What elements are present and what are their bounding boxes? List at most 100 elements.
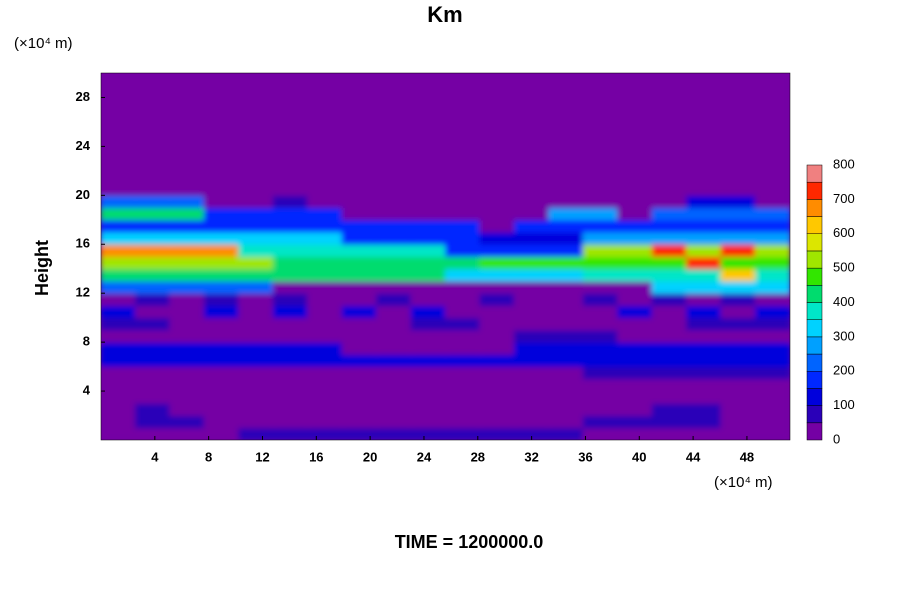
cell (548, 390, 584, 404)
cell (169, 84, 205, 98)
cell (582, 170, 619, 184)
cell (134, 170, 171, 184)
cell (686, 415, 722, 429)
cell (651, 402, 688, 417)
cell (479, 170, 515, 184)
cell (238, 390, 274, 404)
cell (272, 329, 309, 343)
cell (617, 243, 653, 257)
cell (307, 182, 343, 196)
cell (720, 243, 757, 257)
cell (410, 121, 446, 135)
cell (101, 317, 136, 331)
cell (341, 145, 378, 160)
cell (513, 84, 550, 98)
cell (134, 145, 171, 160)
cell (720, 194, 757, 209)
cell (169, 133, 205, 147)
cell (479, 145, 515, 160)
cell (445, 182, 481, 196)
cell (238, 280, 274, 294)
cell (376, 207, 412, 221)
cell (341, 353, 378, 368)
cell (445, 219, 481, 233)
x-tick-label: 4 (151, 449, 159, 464)
cell (307, 219, 343, 233)
cell (101, 304, 136, 319)
cell (617, 96, 653, 111)
cell (755, 304, 790, 319)
cell (686, 133, 722, 147)
cell (307, 170, 343, 184)
cell (307, 268, 343, 282)
cell (307, 194, 343, 209)
cell (479, 415, 515, 429)
cell (582, 96, 619, 111)
colorbar-band (806, 199, 823, 217)
cell (410, 133, 446, 147)
cell (548, 366, 584, 380)
cell (410, 366, 446, 380)
cell (376, 353, 412, 368)
cell (755, 390, 790, 404)
cell (479, 427, 515, 440)
cell (651, 84, 688, 98)
cell (341, 402, 378, 417)
x-tick-label: 28 (471, 449, 485, 464)
cell (238, 341, 274, 355)
cell (169, 292, 205, 306)
cell (617, 304, 653, 319)
cell (238, 366, 274, 380)
cell (755, 121, 790, 135)
cell (134, 304, 171, 319)
cell (134, 329, 171, 343)
cell (548, 341, 584, 355)
colorbar-tick-label: 800 (833, 156, 855, 171)
cell (651, 268, 688, 282)
y-unit-label: (×10⁴ m) (14, 35, 73, 52)
cell (479, 84, 515, 98)
cell (686, 317, 722, 331)
cell (101, 243, 136, 257)
cell (169, 402, 205, 417)
cell (617, 182, 653, 196)
cell (101, 158, 136, 172)
cell (445, 158, 481, 172)
cell (203, 194, 240, 209)
cell (134, 194, 171, 209)
y-axis-label: Height (32, 240, 52, 296)
cell (203, 390, 240, 404)
cell (410, 243, 446, 257)
cell (686, 84, 722, 98)
cell (272, 231, 309, 245)
cell (272, 353, 309, 368)
cell (238, 133, 274, 147)
cell (548, 96, 584, 111)
cell (617, 427, 653, 440)
cell (479, 390, 515, 404)
cell (513, 194, 550, 209)
cell (134, 84, 171, 98)
cell (134, 73, 171, 86)
cell (479, 96, 515, 111)
heatmap (101, 73, 790, 440)
cell (272, 182, 309, 196)
x-tick-label: 44 (686, 449, 701, 464)
cell (582, 415, 619, 429)
cell (755, 292, 790, 306)
cell (686, 402, 722, 417)
cell (376, 378, 412, 392)
cell (169, 366, 205, 380)
cell (720, 133, 757, 147)
cell (307, 73, 343, 86)
colorbar-band (806, 267, 823, 286)
cell (203, 145, 240, 160)
cell (755, 378, 790, 392)
cell (410, 96, 446, 111)
cell (307, 243, 343, 257)
cell (169, 194, 205, 209)
cell (686, 231, 722, 245)
cell (307, 121, 343, 135)
cell (513, 268, 550, 282)
colorbar-tick-label: 200 (833, 363, 855, 378)
